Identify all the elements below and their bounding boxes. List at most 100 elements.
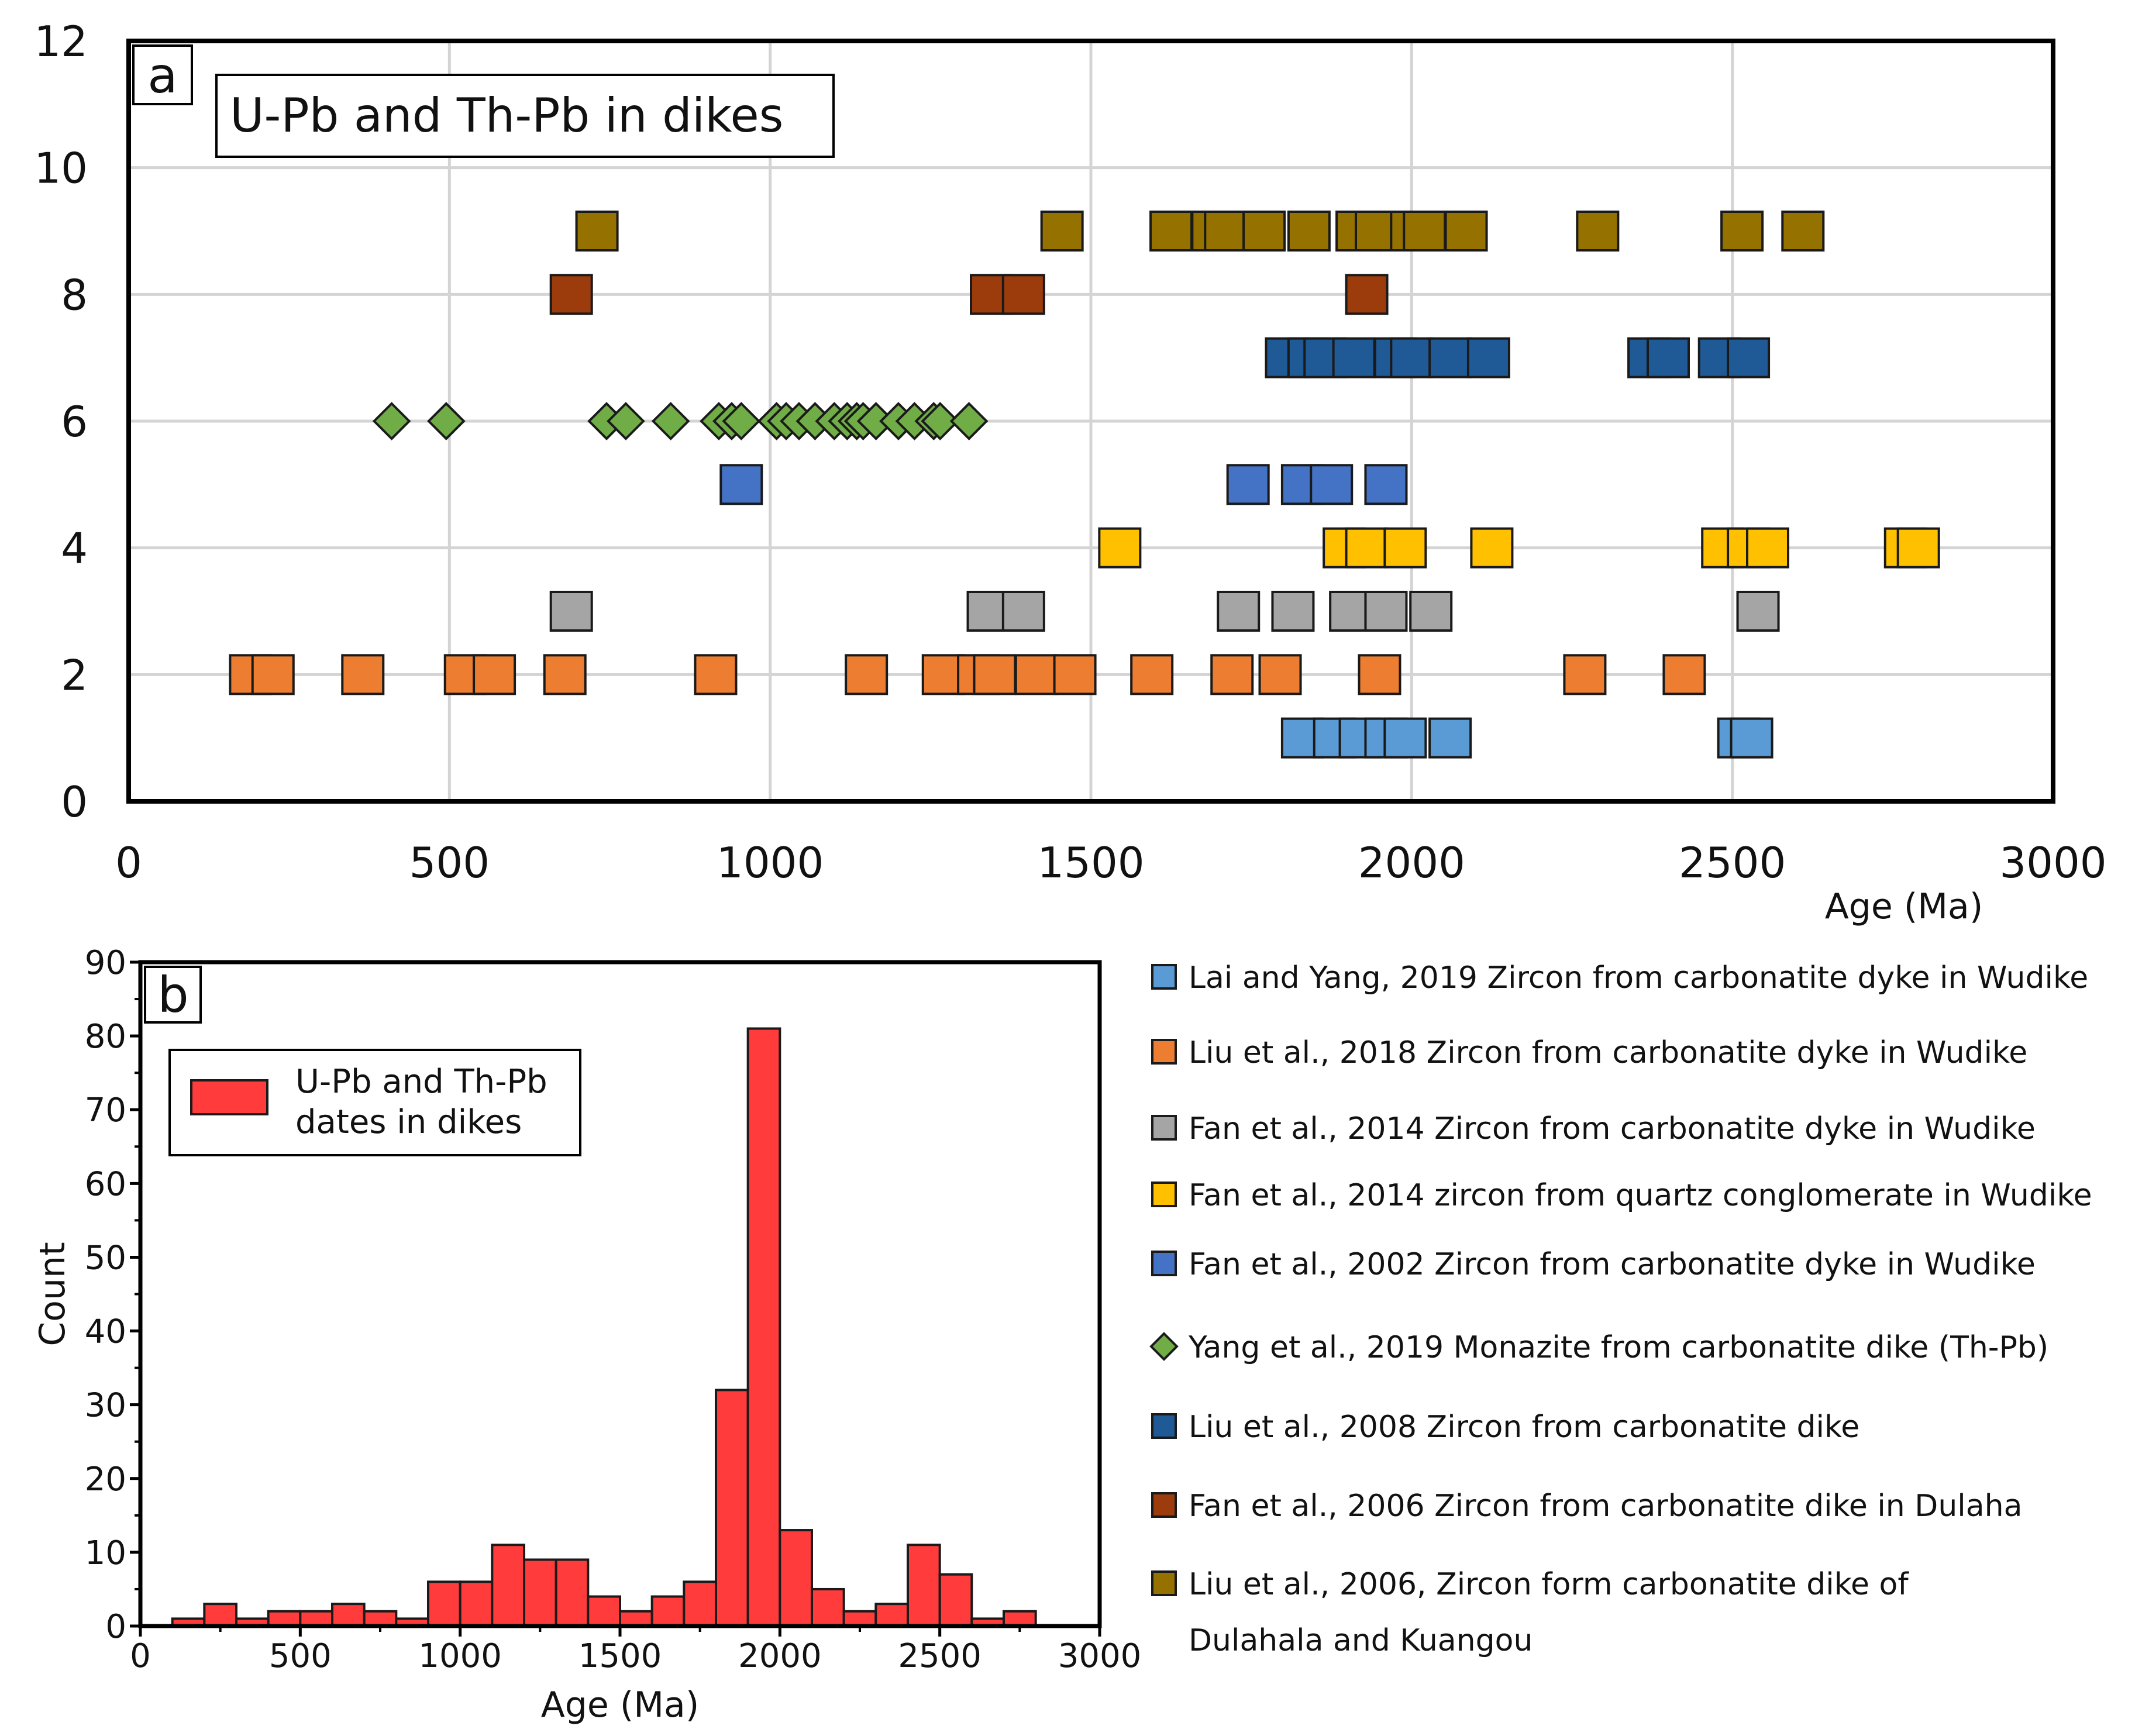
- legend-label: Fan et al., 2002 Zircon from carbonatite…: [1189, 1247, 2036, 1282]
- data-point-square: [1053, 654, 1097, 695]
- histogram-bar: [650, 1595, 686, 1628]
- data-point-square: [1258, 654, 1302, 695]
- legend-label: Fan et al., 2014 Zircon from carbonatite…: [1189, 1111, 2036, 1146]
- legend-label: Fan et al., 2014 zircon from quartz cong…: [1189, 1178, 2092, 1213]
- data-point-square: [1226, 464, 1270, 505]
- histogram-bar: [203, 1603, 238, 1628]
- histogram-bar: [299, 1610, 333, 1628]
- data-point-square: [1428, 717, 1472, 759]
- histogram-bar: [459, 1580, 494, 1627]
- legend-marker-square: [1151, 1115, 1177, 1141]
- y-tick-label-a: 10: [34, 144, 88, 193]
- histogram-legend-label: dates in dikes: [295, 1103, 522, 1141]
- data-point-square: [1390, 337, 1434, 378]
- data-point-square: [1727, 337, 1771, 378]
- data-point-square: [473, 654, 516, 695]
- data-point-square: [575, 211, 619, 252]
- data-point-square: [1149, 211, 1193, 252]
- histogram-bar: [427, 1580, 462, 1627]
- panel-tag-box-b: [144, 966, 202, 1024]
- histogram-bar: [683, 1580, 718, 1627]
- legend-label: Liu et al., 2006, Zircon form carbonatit…: [1189, 1567, 1909, 1602]
- panel-tag-a: a: [147, 47, 177, 104]
- chart-title-a: U-Pb and Th-Pb in dikes: [230, 88, 783, 143]
- legend-marker-square: [1151, 1251, 1177, 1276]
- x-tick-label-b: 500: [269, 1637, 332, 1675]
- panel-b-histogram: 0 10 20 30 40 50 60 70 80 90 0 500 1000 1500 2000 2500 3…: [32, 944, 1141, 1725]
- x-tick-label-b: 1500: [578, 1637, 662, 1675]
- title-box-a: [215, 74, 835, 158]
- data-point-square: [1662, 654, 1706, 695]
- data-point-square: [1364, 464, 1408, 505]
- legend-marker-square: [1151, 1570, 1177, 1596]
- histogram-bar: [523, 1558, 557, 1627]
- data-point-square: [1428, 337, 1472, 378]
- data-point-square: [1781, 211, 1825, 252]
- panel-tag-b: b: [157, 966, 188, 1024]
- y-tick-label-b: 20: [85, 1461, 126, 1499]
- legend-label: Fan et al., 2006 Zircon from carbonatite…: [1189, 1489, 2022, 1524]
- x-tick-label-b: 2000: [738, 1637, 822, 1675]
- data-point-square: [1896, 527, 1940, 569]
- data-point-square: [1310, 464, 1354, 505]
- histogram-bar: [715, 1389, 749, 1627]
- data-point-square: [1271, 591, 1315, 632]
- data-point-square: [1210, 654, 1254, 695]
- histogram-bar: [555, 1558, 590, 1627]
- data-point-square: [549, 274, 593, 315]
- data-point-square: [1383, 717, 1427, 759]
- data-point-diamond: [651, 402, 690, 440]
- x-axis-title-a: Age (Ma): [1825, 886, 1983, 927]
- histogram-bar: [331, 1603, 366, 1628]
- histogram-bar: [619, 1610, 653, 1628]
- data-point-square: [543, 654, 587, 695]
- y-tick-label-a: 6: [61, 397, 88, 446]
- legend-label: Liu et al., 2008 Zircon from carbonatite…: [1189, 1410, 1859, 1445]
- histogram-legend-swatch: [190, 1079, 268, 1115]
- legend-label: Lai and Yang, 2019 Zircon from carbonati…: [1189, 960, 2088, 996]
- y-tick-label-a: 12: [34, 17, 88, 66]
- data-point-square: [1217, 591, 1261, 632]
- histogram-bar: [1003, 1610, 1037, 1628]
- y-tick-label-b: 80: [85, 1018, 126, 1056]
- data-point-diamond: [607, 402, 645, 440]
- panel-a-chart: 0 500 1000 1500 2000 2500 3000 0 2 4 6 8 10 12 Age (Ma…: [34, 17, 2106, 927]
- y-tick-label-b: 90: [85, 944, 126, 982]
- legend-label: Liu et al., 2018 Zircon from carbonatite…: [1189, 1035, 2027, 1070]
- data-point-diamond: [427, 402, 466, 440]
- data-point-square: [1358, 654, 1401, 695]
- histogram-bar: [907, 1544, 941, 1628]
- histogram-bar: [491, 1544, 525, 1628]
- panel-tag-box-a: [132, 44, 193, 105]
- data-point-square: [1736, 591, 1780, 632]
- y-axis-title-b: Count: [32, 1242, 73, 1346]
- data-point-square: [1001, 591, 1045, 632]
- data-point-square: [1287, 211, 1331, 252]
- data-point-square: [1345, 274, 1389, 315]
- x-tick-label-b: 3000: [1058, 1637, 1142, 1675]
- data-point-square: [1040, 211, 1084, 252]
- data-point-square: [719, 464, 763, 505]
- data-point-diamond: [921, 402, 960, 440]
- histogram-bar: [363, 1610, 398, 1628]
- x-tick-label-a: 0: [115, 838, 142, 887]
- data-point-square: [1563, 654, 1607, 695]
- data-point-square: [1409, 591, 1453, 632]
- data-point-square: [694, 654, 738, 695]
- histogram-bar: [587, 1595, 621, 1628]
- data-point-square: [1364, 591, 1408, 632]
- y-tick-label-b: 10: [85, 1534, 126, 1572]
- data-point-square: [1720, 211, 1764, 252]
- y-tick-label-b: 0: [105, 1608, 126, 1646]
- plot-frame-a: [126, 39, 2055, 804]
- data-point-square: [1332, 337, 1376, 378]
- x-tick-label-a: 2000: [1358, 838, 1465, 887]
- x-tick-label-b: 0: [130, 1637, 151, 1675]
- data-point-square: [1130, 654, 1174, 695]
- data-point-square: [1345, 527, 1389, 569]
- series-legend: Lai and Yang, 2019 Zircon from carbonati…: [1149, 960, 2092, 1658]
- data-point-square: [1647, 337, 1690, 378]
- data-point-square: [1204, 211, 1248, 252]
- data-point-square: [1403, 211, 1447, 252]
